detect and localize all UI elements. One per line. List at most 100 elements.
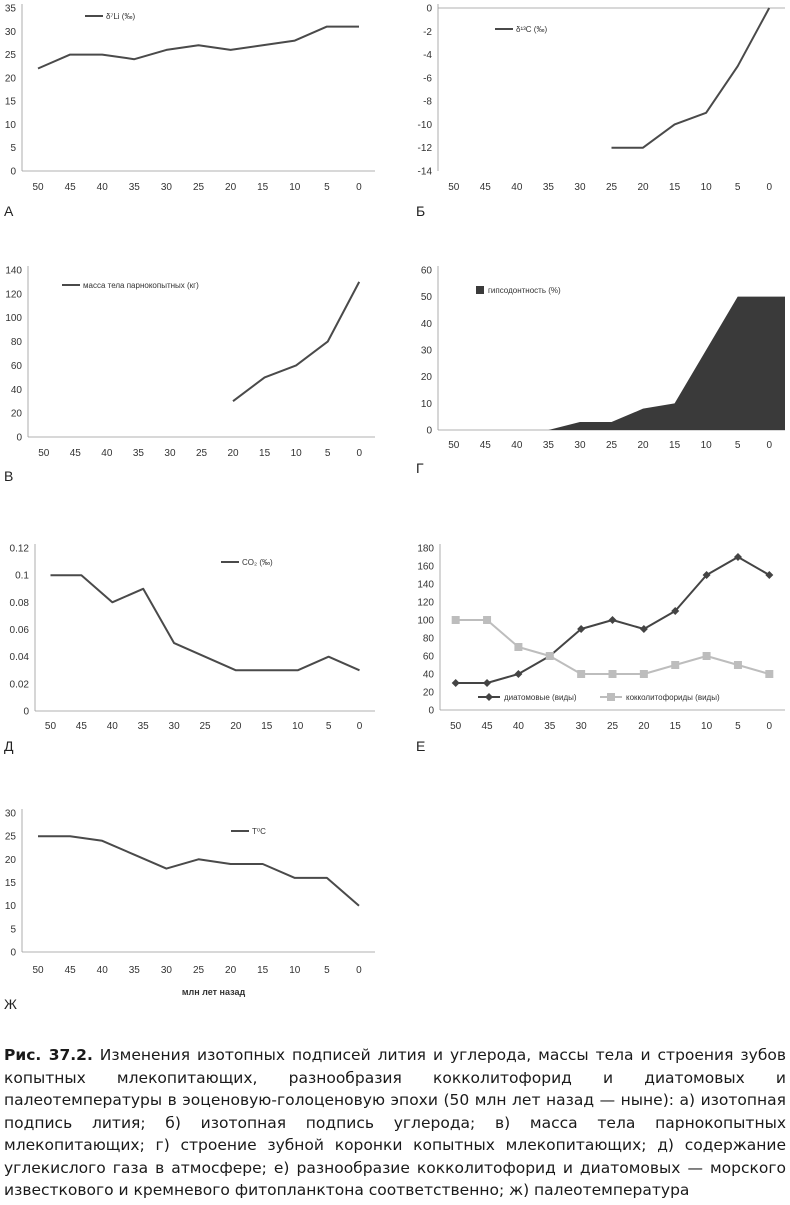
legend-label: δ⁷Li (‰) [106, 12, 135, 21]
y-tick-label: 100 [5, 313, 22, 324]
x-tick-label: 0 [356, 448, 362, 459]
x-tick-label: 45 [70, 448, 82, 459]
y-tick-label: 0 [426, 426, 432, 437]
panel-letter: В [4, 468, 13, 484]
x-tick-label: 20 [225, 182, 237, 193]
data-point-square [765, 670, 774, 678]
x-tick-label: 40 [107, 721, 119, 732]
x-tick-label: 50 [448, 440, 460, 451]
series-line [232, 281, 361, 402]
y-tick-label: 5 [10, 924, 16, 935]
legend-marker-diamond [485, 693, 493, 701]
x-tick-label: 10 [291, 448, 303, 459]
data-point-diamond [451, 679, 460, 687]
y-tick-label: -12 [418, 143, 433, 154]
y-tick-label: 0.02 [10, 679, 30, 690]
x-tick-label: 5 [735, 440, 741, 451]
x-tick-label: 40 [511, 182, 523, 193]
x-tick-label: 30 [161, 965, 173, 976]
y-tick-label: -2 [423, 27, 432, 38]
y-tick-label: 0 [426, 4, 432, 15]
data-point-square [545, 652, 554, 660]
x-tick-label: 30 [169, 721, 181, 732]
x-tick-label: 30 [164, 448, 176, 459]
y-tick-label: 10 [5, 901, 17, 912]
x-tick-label: 10 [701, 440, 713, 451]
x-tick-label: 5 [325, 448, 331, 459]
x-tick-label: 0 [356, 182, 362, 193]
x-tick-label: 40 [97, 182, 109, 193]
x-tick-label: 20 [637, 440, 649, 451]
x-tick-label: 35 [129, 965, 141, 976]
x-tick-label: 45 [480, 182, 492, 193]
y-tick-label: 0.06 [10, 625, 30, 636]
y-tick-label: 120 [417, 598, 434, 609]
y-tick-label: 60 [423, 652, 435, 663]
x-tick-label: 40 [97, 965, 109, 976]
panel-letter: Ж [4, 996, 17, 1012]
x-tick-label: 0 [357, 721, 363, 732]
x-tick-label: 15 [669, 182, 681, 193]
x-tick-label: 25 [199, 721, 211, 732]
legend-label: диатомовые (виды) [504, 693, 577, 702]
data-point-diamond [671, 607, 680, 615]
y-tick-label: 40 [11, 385, 23, 396]
legend-marker-square [607, 693, 615, 701]
x-tick-label: 10 [701, 721, 713, 732]
y-tick-label: 80 [423, 634, 435, 645]
x-tick-label: 15 [669, 440, 681, 451]
y-tick-label: 15 [5, 878, 17, 889]
data-point-diamond [514, 670, 523, 678]
x-tick-label: 25 [607, 721, 619, 732]
x-tick-label: 30 [161, 182, 173, 193]
data-point-diamond [733, 553, 742, 561]
y-tick-label: 60 [11, 361, 23, 372]
x-tick-label: 25 [606, 182, 618, 193]
x-tick-label: 10 [701, 182, 713, 193]
y-tick-label: -8 [423, 97, 432, 108]
y-tick-label: 0 [10, 948, 16, 959]
y-tick-label: 0.1 [15, 571, 29, 582]
data-point-square [451, 616, 460, 624]
y-tick-label: 35 [5, 4, 17, 15]
x-tick-label: 35 [543, 440, 555, 451]
panel-letter: Е [416, 738, 425, 754]
data-point-diamond [608, 616, 617, 624]
x-tick-label: 10 [289, 965, 301, 976]
data-point-square [671, 661, 680, 669]
x-tick-label: 35 [543, 182, 555, 193]
panel-letter: А [4, 203, 14, 219]
legend-label: δ¹³C (‰) [516, 25, 547, 34]
y-tick-label: -10 [418, 120, 433, 131]
y-tick-label: 0 [23, 707, 29, 718]
data-point-diamond [702, 571, 711, 579]
x-tick-label: 20 [227, 448, 239, 459]
legend-label: T⁰C [252, 827, 266, 836]
x-tick-label: 0 [766, 182, 772, 193]
x-tick-label: 5 [324, 182, 330, 193]
y-tick-label: 15 [5, 97, 17, 108]
x-tick-label: 50 [450, 721, 462, 732]
x-tick-label: 50 [448, 182, 460, 193]
data-point-square [483, 616, 492, 624]
legend-label: кокколитофориды (виды) [626, 693, 720, 702]
y-tick-label: 0.12 [10, 544, 30, 555]
series-line [38, 835, 360, 907]
x-tick-label: 15 [257, 965, 269, 976]
y-tick-label: 180 [417, 544, 434, 555]
x-tick-label: 15 [257, 182, 269, 193]
x-tick-label: 40 [511, 440, 523, 451]
data-point-diamond [577, 625, 586, 633]
data-point-diamond [765, 571, 774, 579]
x-tick-label: 0 [767, 721, 773, 732]
legend-label: CO₂ (‰) [242, 558, 273, 567]
x-tick-label: 40 [101, 448, 113, 459]
data-point-diamond [639, 625, 648, 633]
y-tick-label: 5 [10, 143, 16, 154]
x-tick-label: 20 [638, 721, 650, 732]
